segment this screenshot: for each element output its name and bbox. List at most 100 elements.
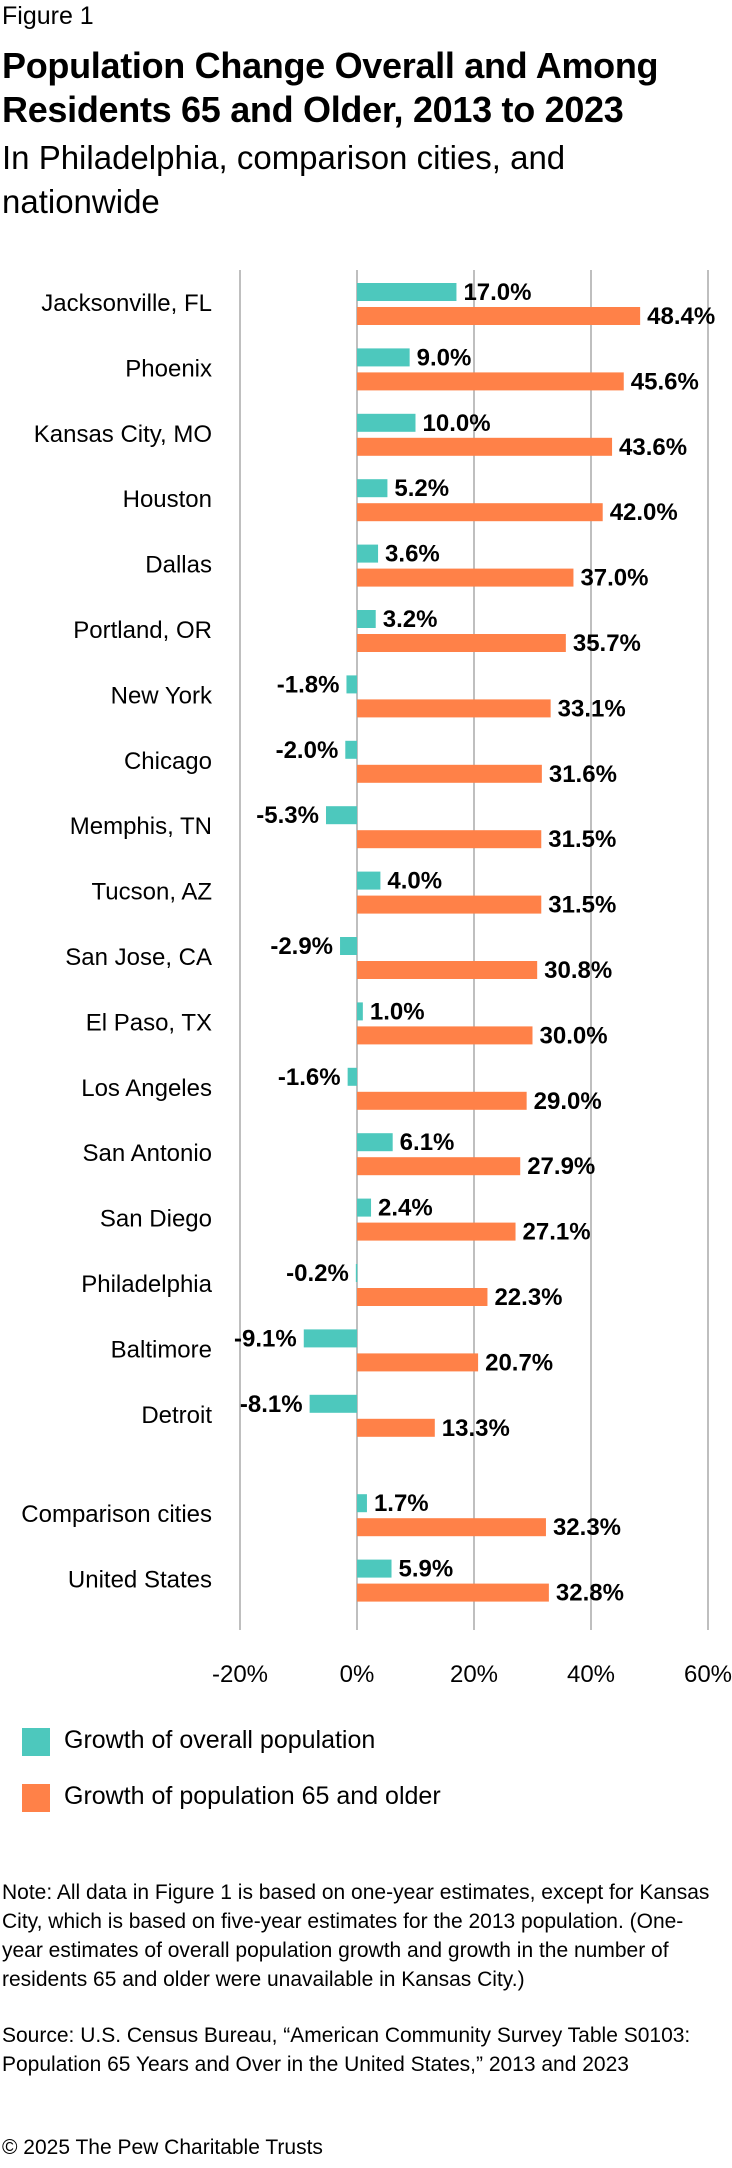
bar-senior [357,1222,516,1241]
data-label-senior: 27.9% [527,1153,595,1180]
category-label: San Antonio [83,1140,212,1167]
data-label-overall: -1.8% [277,671,340,698]
data-label-senior: 48.4% [647,303,715,330]
bar-senior [357,1288,488,1306]
data-label-senior: 20.7% [485,1349,553,1376]
category-label: New York [111,682,213,709]
bar-senior [357,895,542,914]
bar-senior [357,568,574,587]
category-label: Philadelphia [81,1271,212,1298]
data-label-senior: 43.6% [619,434,687,461]
data-label-overall: 10.0% [423,410,491,437]
bar-overall [345,740,357,759]
data-label-overall: 2.4% [378,1195,433,1222]
bar-overall [357,283,457,301]
figure-label: Figure 1 [2,2,94,30]
x-tick-label: 40% [567,1661,615,1688]
data-label-overall: -9.1% [234,1325,297,1352]
data-label-overall: 5.2% [394,475,449,502]
data-label-overall: 4.0% [387,868,442,895]
category-label: Los Angeles [81,1075,212,1102]
bar-overall [355,1264,358,1282]
category-label: Dallas [145,552,212,579]
category-label: San Jose, CA [65,944,212,971]
data-label-overall: 3.2% [383,606,438,633]
bar-senior [357,830,542,849]
data-label-senior: 22.3% [494,1284,562,1311]
bar-overall [347,1067,357,1086]
bar-senior [357,1418,435,1437]
note: Note: All data in Figure 1 is based on o… [2,1881,710,1991]
bars [303,283,641,1602]
category-label: Houston [123,486,212,513]
data-label-senior: 32.3% [553,1514,621,1541]
bar-overall [357,544,379,563]
data-label-senior: 30.0% [540,1022,608,1049]
category-label: United States [68,1567,212,1594]
copyright: © 2025 The Pew Charitable Trusts [2,2136,323,2159]
data-label-senior: 42.0% [610,499,678,526]
data-label-overall: 1.7% [374,1490,429,1517]
bar-senior [357,764,542,783]
bar-senior [357,1583,549,1602]
data-label-senior: 37.0% [580,565,648,592]
category-label: Phoenix [125,355,212,382]
bar-senior [357,961,538,979]
category-label: El Paso, TX [86,1009,212,1036]
data-label-senior: 45.6% [631,368,699,395]
bar-senior [357,634,566,652]
bar-overall [357,610,376,628]
data-label-overall: -2.9% [270,933,333,960]
x-tick-label: 0% [340,1661,375,1688]
category-label: Chicago [124,748,212,775]
data-label-overall: -0.2% [286,1260,349,1287]
chart-subtitle: In Philadelphia, comparison cities, and … [2,139,566,220]
bar-overall [357,479,388,498]
x-tick-label: 60% [684,1661,732,1688]
data-label-senior: 31.6% [549,761,617,788]
category-label: Memphis, TN [70,813,212,840]
bar-overall [357,1002,363,1021]
bar-overall [325,806,357,825]
category-labels: Jacksonville, FL Phoenix Kansas City, MO Ho… [21,290,213,1594]
data-label-overall: -5.3% [256,802,319,829]
data-label-senior: 31.5% [548,892,616,919]
bar-overall [357,1494,367,1513]
data-label-senior: 35.7% [573,630,641,657]
category-label: Jacksonville, FL [41,290,212,317]
category-label: Detroit [141,1402,212,1429]
bar-overall [357,1198,372,1217]
data-label-senior: 29.0% [534,1088,602,1115]
data-label-overall: 9.0% [417,344,472,371]
category-label: Kansas City, MO [34,421,212,448]
data-label-overall: -2.0% [276,737,339,764]
data-label-overall: 5.9% [399,1556,454,1583]
data-label-overall: -1.6% [278,1064,341,1091]
bar-senior [357,1026,533,1045]
data-label-overall: 3.6% [385,541,440,568]
data-label-senior: 31.5% [548,826,616,853]
bar-senior [357,503,603,522]
x-axis-ticks: -20% 0% 20% 40% 60% [212,1661,732,1688]
category-label: Tucson, AZ [92,879,213,906]
x-tick-label: -20% [212,1661,268,1688]
bar-senior [357,1157,521,1176]
data-label-senior: 30.8% [544,957,612,984]
bar-overall [357,1559,392,1578]
data-label-overall: 1.0% [370,998,425,1025]
bar-senior [357,372,624,391]
chart-title: Population Change Overall and Among Resi… [2,45,659,130]
bar-overall [346,675,357,694]
data-label-overall: 6.1% [400,1129,455,1156]
category-label: San Diego [100,1206,212,1233]
data-label-senior: 27.1% [523,1219,591,1246]
bar-overall [357,413,416,432]
bar-overall [357,1133,393,1152]
bar-overall [357,871,381,890]
bar-senior [357,1518,546,1537]
value-labels: 17.0% 48.4% 9.0% 45.6% 10.0% 43.6% 5.2% 42.0% 3.… [234,279,715,1607]
category-label: Portland, OR [73,617,212,644]
legend-label-senior: Growth of population 65 and older [64,1782,441,1810]
bar-chart: 17.0% 48.4% 9.0% 45.6% 10.0% 43.6% 5.2% 42.0% 3.… [21,270,732,1688]
legend-swatch-overall [22,1728,50,1756]
